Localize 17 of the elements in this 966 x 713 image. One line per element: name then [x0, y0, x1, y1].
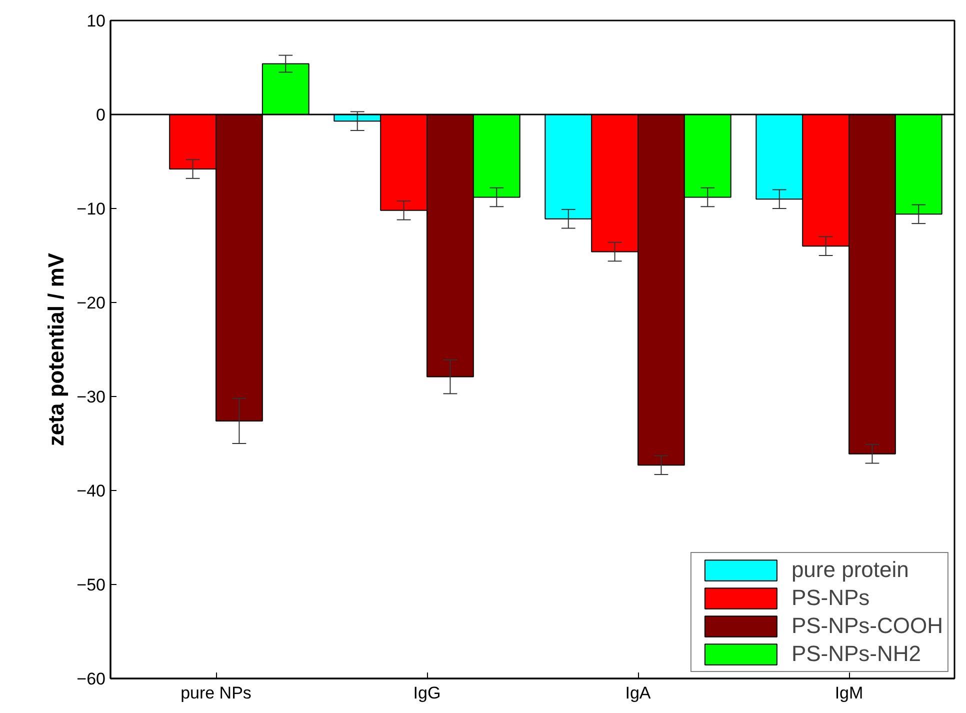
legend-label: pure protein — [791, 557, 909, 583]
y-tick-label: −50 — [76, 576, 106, 594]
y-axis-title: zeta potential / mV — [44, 252, 69, 446]
y-tick-label: −40 — [76, 482, 106, 500]
y-tick-label: −60 — [76, 670, 106, 688]
legend-label: PS-NPs — [791, 585, 870, 611]
legend-label: PS-NPs-COOH — [791, 613, 943, 639]
legend-label: PS-NPs-NH2 — [791, 641, 922, 667]
y-tick-label: 0 — [96, 106, 106, 124]
y-tick-label: −10 — [76, 200, 106, 218]
y-tick-label: −30 — [76, 388, 106, 406]
x-tick-label: pure NPs — [180, 684, 252, 702]
x-tick-label: IgG — [413, 684, 441, 702]
y-tick-label: 10 — [86, 12, 106, 30]
x-tick-label: IgM — [834, 684, 864, 702]
x-tick-label: IgA — [625, 684, 652, 702]
y-tick-label: −20 — [76, 294, 106, 312]
